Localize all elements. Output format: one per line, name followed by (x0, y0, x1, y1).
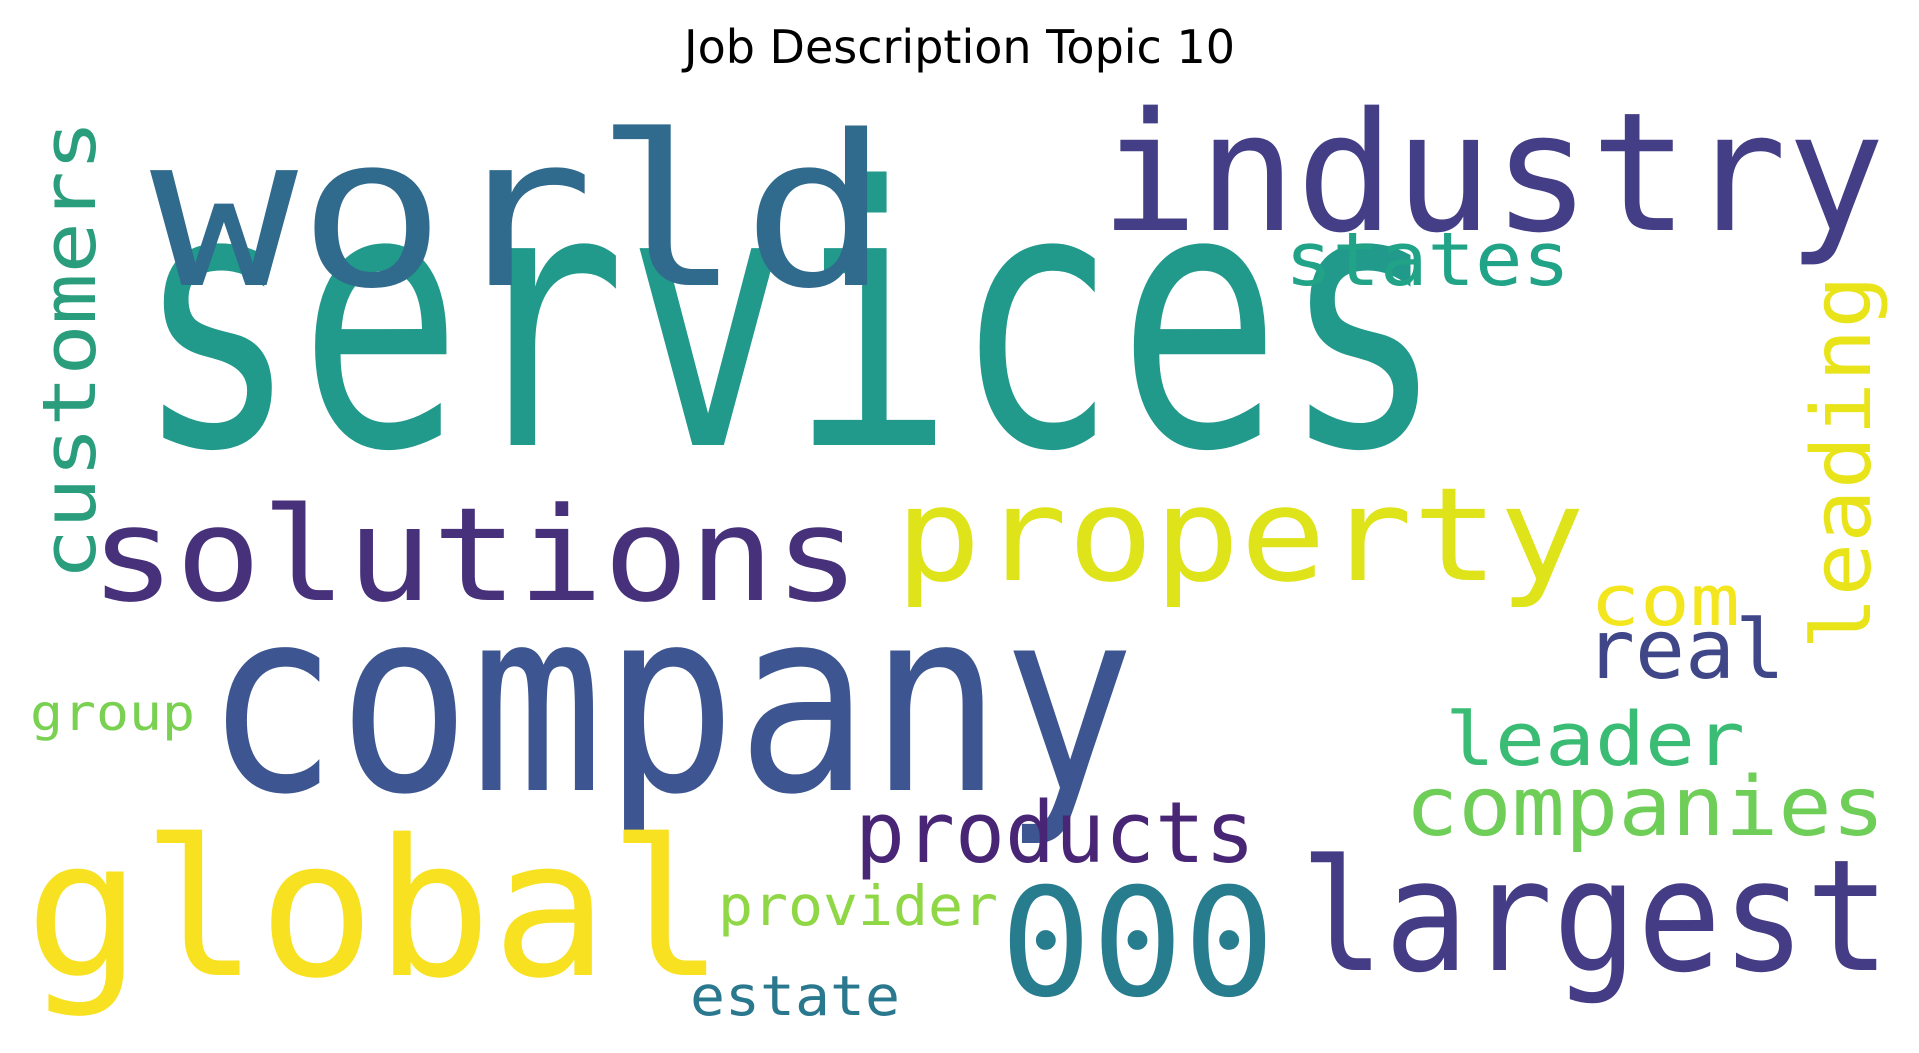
word-real: real (1585, 603, 1785, 698)
word-companies: companies (1405, 760, 1885, 855)
word-services: services (135, 111, 1445, 530)
word-states: states (1285, 217, 1570, 303)
word-company: company (205, 554, 1135, 851)
word-solutions: solutions (90, 479, 860, 631)
word-customers: customers (27, 120, 113, 580)
word-products: products (855, 784, 1255, 883)
word-world: world (150, 90, 890, 335)
word-property: property (895, 459, 1585, 611)
chart-title: Job Description Topic 10 (684, 20, 1235, 74)
word-com: com (1590, 560, 1740, 642)
word-group: group (30, 684, 195, 742)
word-estate: estate (690, 964, 900, 1028)
word-000: 000 (1000, 857, 1275, 1031)
word-provider: provider (718, 874, 998, 938)
word-leading: leading (1795, 275, 1890, 650)
word-industry: industry (1100, 77, 1885, 269)
word-leader: leader (1445, 697, 1745, 783)
word-global: global (25, 799, 725, 1020)
word-largest: largest (1300, 826, 1890, 1007)
